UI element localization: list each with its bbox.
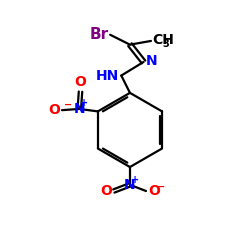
Text: O: O bbox=[148, 184, 160, 198]
Text: N: N bbox=[74, 102, 85, 116]
Text: O: O bbox=[48, 103, 60, 117]
Text: N: N bbox=[124, 178, 136, 192]
Text: CH: CH bbox=[152, 33, 174, 47]
Text: −: − bbox=[64, 100, 72, 110]
Text: N: N bbox=[146, 54, 157, 68]
Text: 3: 3 bbox=[162, 39, 169, 49]
Text: O: O bbox=[100, 184, 112, 198]
Text: HN: HN bbox=[96, 68, 119, 82]
Text: Br: Br bbox=[90, 27, 109, 42]
Text: +: + bbox=[131, 175, 139, 185]
Text: +: + bbox=[80, 98, 88, 108]
Text: O: O bbox=[74, 75, 86, 89]
Text: −: − bbox=[157, 182, 165, 192]
